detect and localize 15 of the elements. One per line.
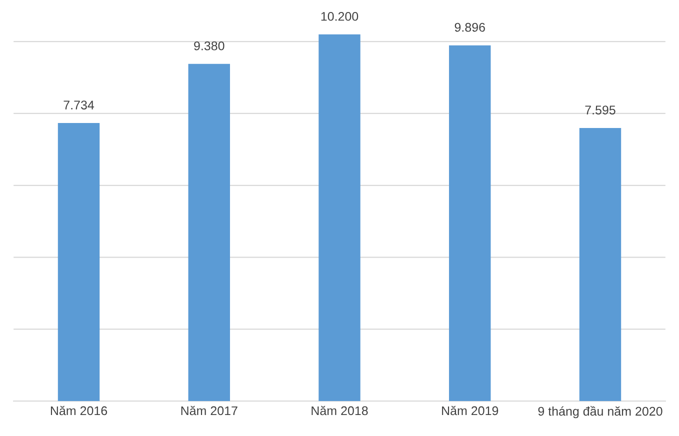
data-label: 9.380 bbox=[194, 41, 224, 50]
data-label: 10.200 bbox=[321, 12, 358, 21]
bar bbox=[318, 34, 360, 402]
x-tick-label: Năm 2017 bbox=[181, 406, 238, 416]
data-label: 9.896 bbox=[454, 22, 485, 32]
data-label: 7.734 bbox=[64, 100, 94, 110]
data-label: 7.595 bbox=[585, 106, 616, 114]
bar bbox=[58, 123, 100, 402]
x-tick-label: Năm 2019 bbox=[442, 406, 498, 416]
bar bbox=[579, 128, 622, 402]
x-tick-label: 9 tháng đầu năm 2020 bbox=[538, 406, 662, 418]
x-tick-label: Năm 2016 bbox=[50, 406, 108, 416]
bar bbox=[188, 64, 230, 402]
x-tick-label: Năm 2018 bbox=[312, 406, 368, 416]
bar bbox=[449, 45, 491, 402]
